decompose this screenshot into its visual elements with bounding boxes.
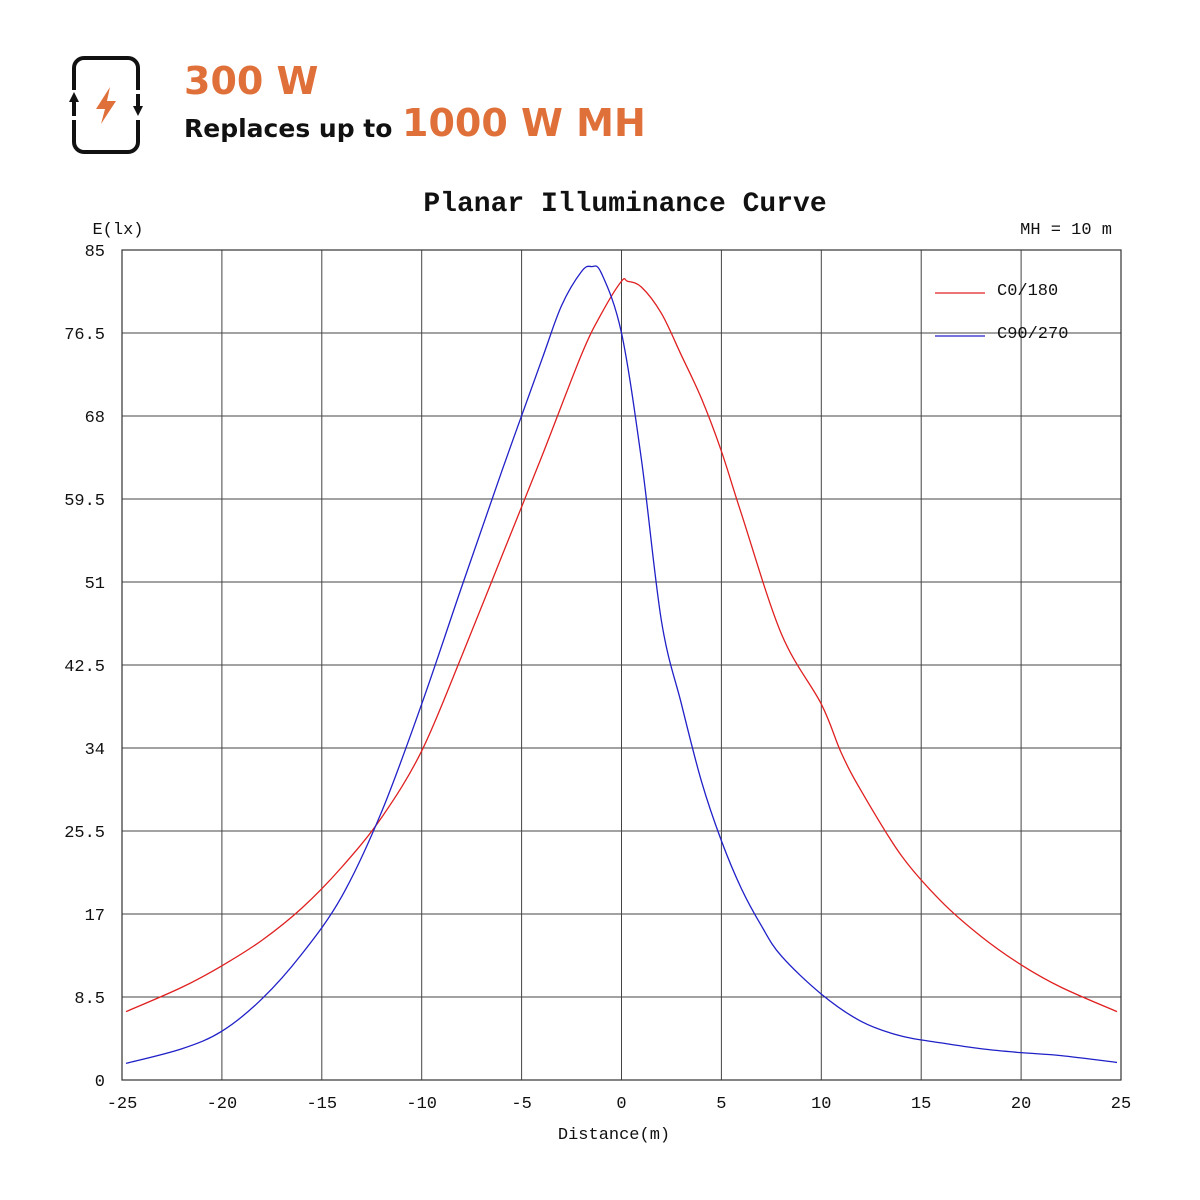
series-line-C90-270: [125, 265, 1118, 1065]
mounting-height-annotation: MH = 10 m: [1020, 221, 1112, 240]
legend-label: C0/180: [997, 282, 1058, 301]
y-tick-label: 17: [85, 907, 105, 926]
x-tick-label: 25: [1111, 1095, 1131, 1114]
lightning-icon: [96, 87, 116, 124]
x-axis-label: Distance(m): [558, 1126, 670, 1145]
illuminance-chart: Planar Illuminance Curve E(lx) MH = 10 m…: [64, 189, 1131, 1145]
y-tick-label: 76.5: [64, 326, 105, 345]
y-axis-label: E(lx): [92, 221, 143, 240]
power-replacement-cycle-icon: [66, 56, 146, 154]
series-line-C0-180: [125, 277, 1118, 1013]
x-tick-label: 15: [911, 1095, 931, 1114]
y-tick-label: 85: [85, 243, 105, 262]
tick-labels: -25 -20 -15 -10 -5 0 5 10 15 20 25 0 8.5 17 25.5 34 42.5…: [64, 243, 1131, 1114]
y-tick-label: 59.5: [64, 492, 105, 511]
legend-label: C90/270: [997, 325, 1068, 344]
y-tick-label: 51: [85, 575, 105, 594]
plot-frame: [121, 249, 1122, 1081]
y-tick-label: 8.5: [74, 990, 105, 1009]
grid: [121, 249, 1122, 1081]
x-tick-label: -20: [207, 1095, 238, 1114]
x-tick-label: 10: [811, 1095, 831, 1114]
x-tick-label: 0: [616, 1095, 626, 1114]
chart-title: Planar Illuminance Curve: [423, 189, 826, 220]
replaced-mh-rating: 1000 W MH: [402, 101, 646, 145]
x-tick-label: 20: [1011, 1095, 1031, 1114]
y-tick-label: 34: [85, 741, 105, 760]
x-tick-label: -10: [406, 1095, 437, 1114]
y-tick-label: 25.5: [64, 824, 105, 843]
x-tick-label: -5: [511, 1095, 531, 1114]
x-tick-label: 5: [716, 1095, 726, 1114]
y-tick-label: 0: [95, 1073, 105, 1092]
replaces-label: Replaces up to: [184, 114, 393, 143]
y-tick-label: 42.5: [64, 658, 105, 677]
series-lines: [125, 265, 1118, 1065]
legend: C0/180 C90/270: [935, 282, 1068, 344]
y-tick-label: 68: [85, 409, 105, 428]
power-rating: 300 W: [184, 59, 319, 103]
x-tick-label: -15: [306, 1095, 337, 1114]
x-tick-label: -25: [107, 1095, 138, 1114]
